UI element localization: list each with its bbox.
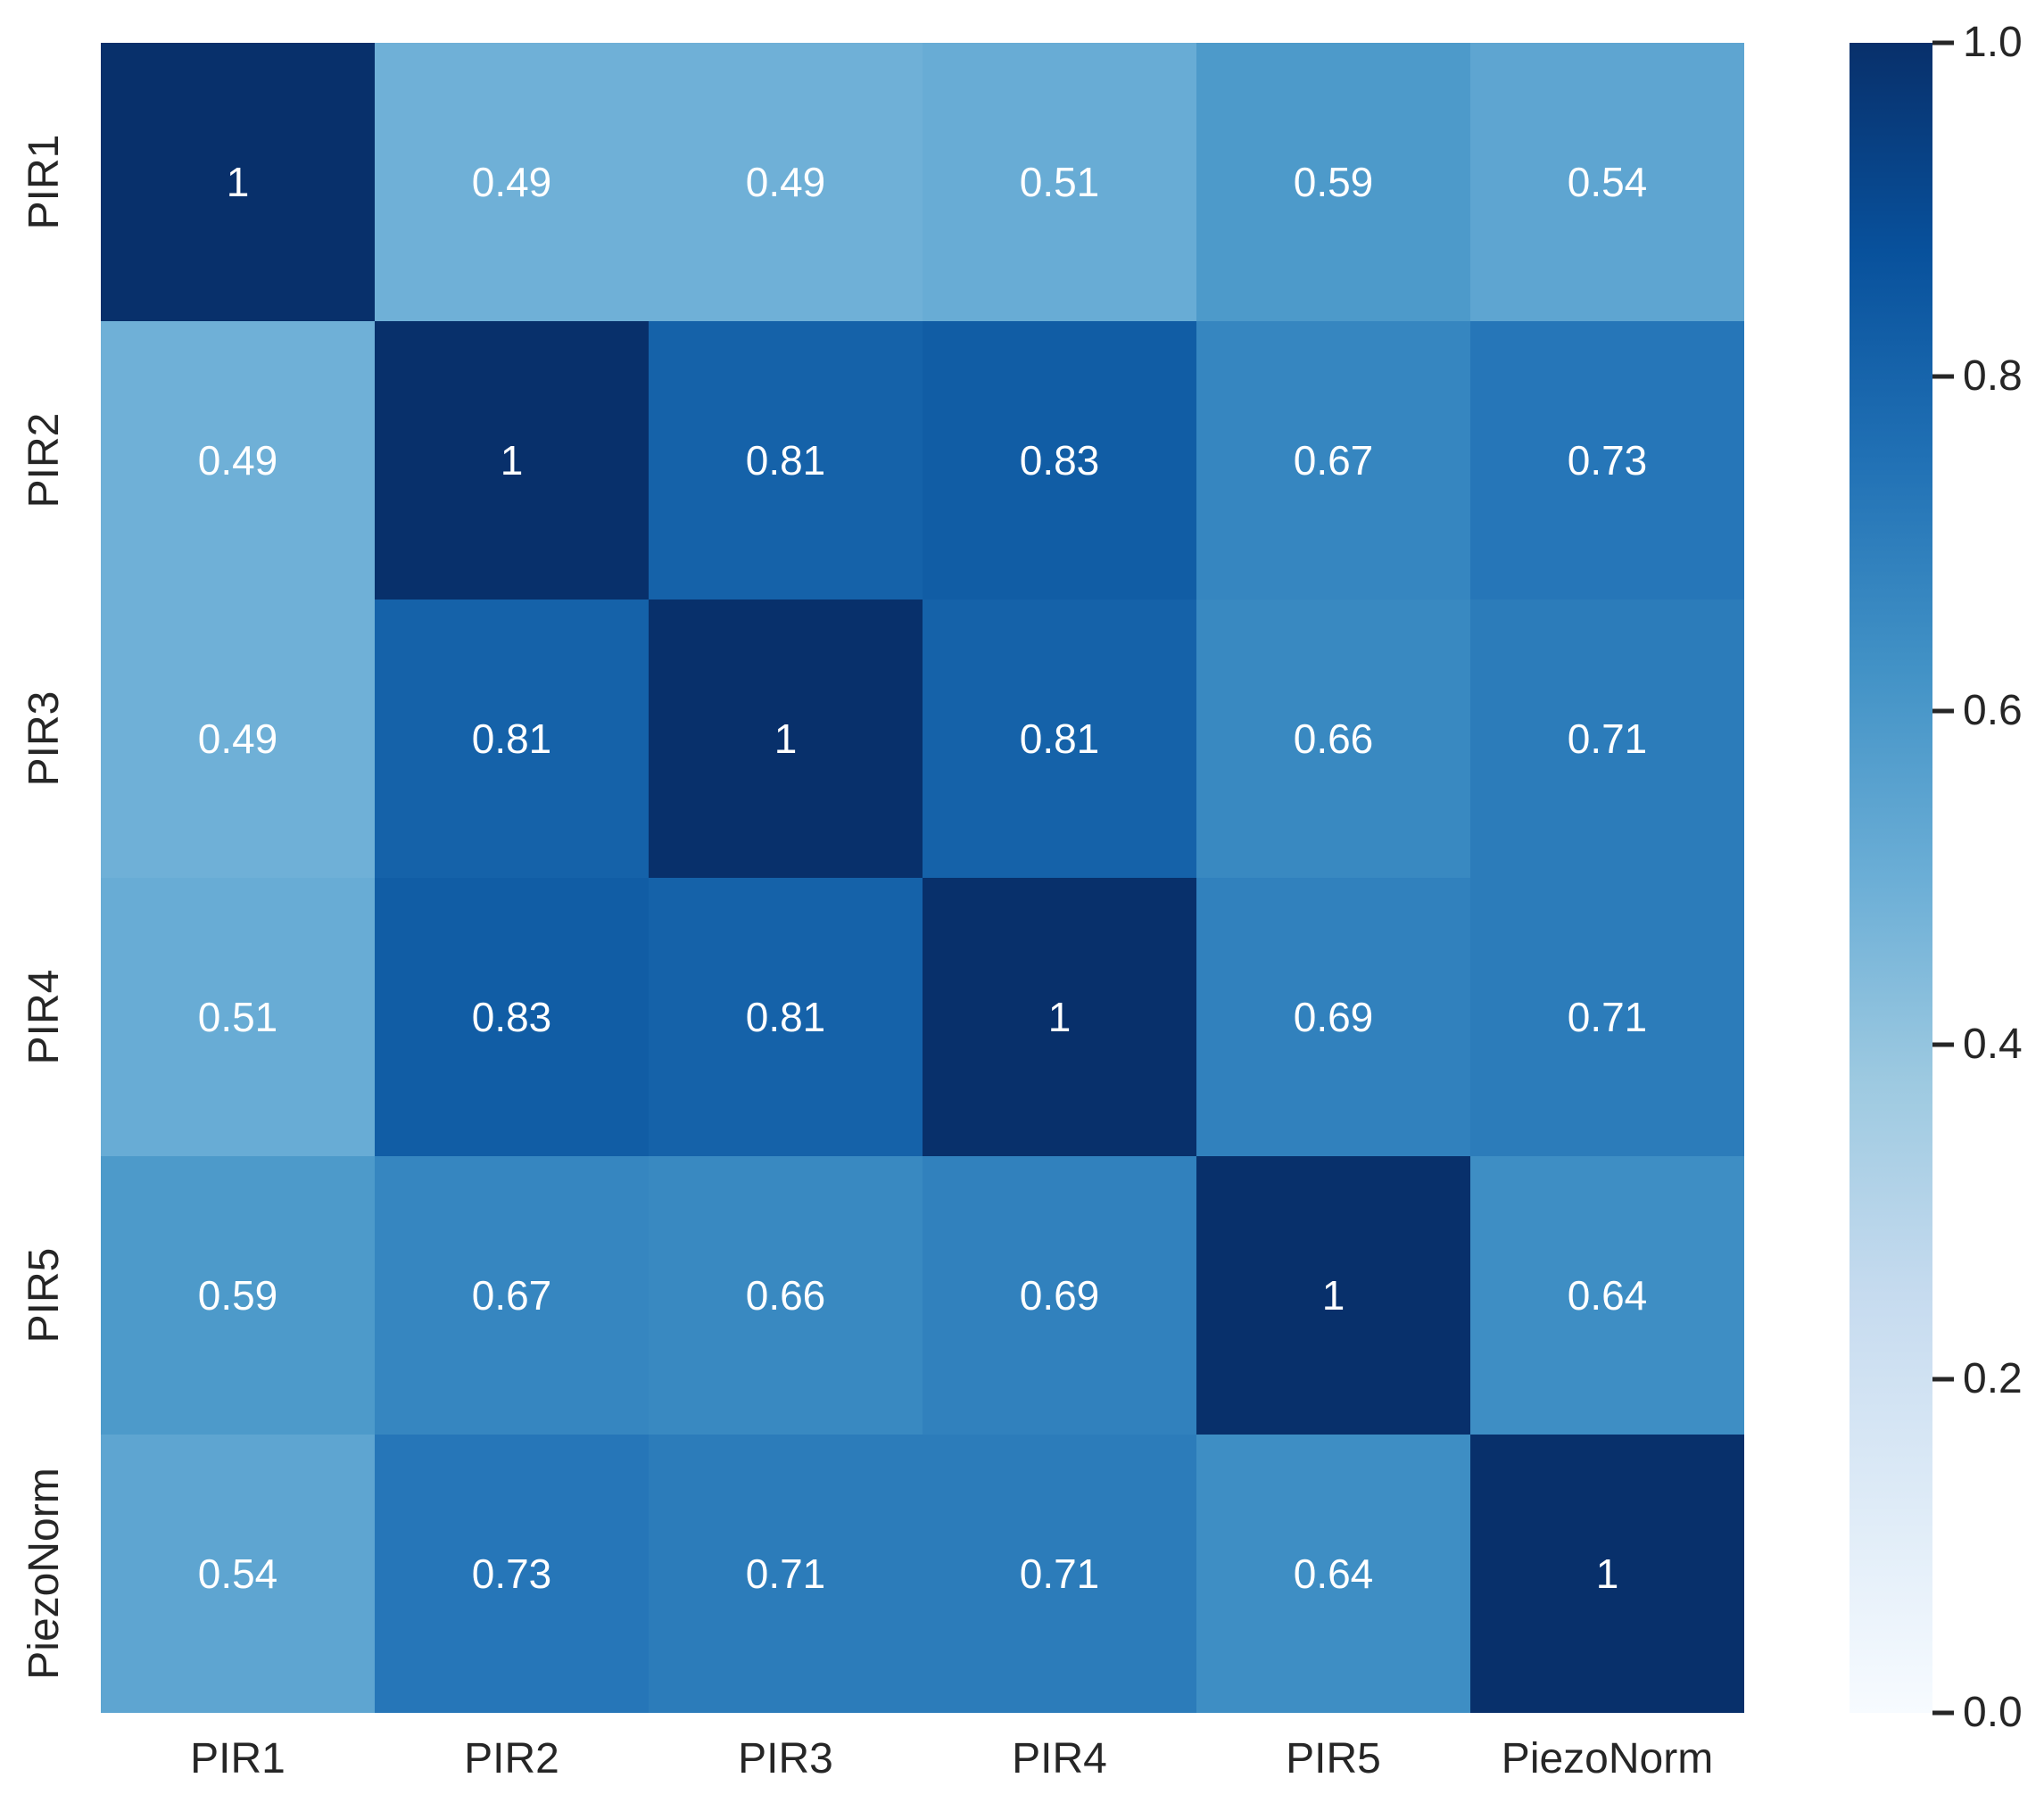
y-tick-label-PIR1: PIR1 [21, 134, 68, 230]
cell-value-label: 1 [500, 437, 524, 484]
cell-value-label: 0.49 [197, 715, 278, 762]
y-tick-label-PIR2: PIR2 [21, 412, 68, 509]
heatmap-cell-PIR3-PiezoNorm: 0.71 [1470, 600, 1744, 878]
cell-value-label: 0.67 [471, 1272, 552, 1319]
cell-value-label: 0.71 [745, 1551, 826, 1597]
heatmap-cell-PIR1-PIR3: 0.49 [649, 43, 923, 321]
y-tick-label-PIR4: PIR4 [21, 969, 68, 1065]
y-tick-label-PiezoNorm: PiezoNorm [21, 1468, 68, 1680]
heatmap-cell-PIR2-PIR2: 1 [375, 321, 649, 600]
cell-value-label: 0.49 [197, 437, 278, 484]
cell-value-label: 0.67 [1293, 437, 1374, 484]
heatmap-cell-PIR1-PIR5: 0.59 [1196, 43, 1470, 321]
colorbar-tick-label-1.0: 1.0 [1963, 19, 2023, 66]
colorbar-tick-mark-1.0 [1932, 40, 1954, 45]
cell-value-label: 1 [1047, 994, 1072, 1040]
cell-value-label: 0.54 [197, 1551, 278, 1597]
heatmap-cell-PIR1-PIR2: 0.49 [375, 43, 649, 321]
heatmap-cell-PIR5-PIR5: 1 [1196, 1156, 1470, 1435]
heatmap-cell-PIR4-PIR4: 1 [923, 878, 1196, 1156]
cell-value-label: 0.81 [745, 994, 826, 1040]
heatmap-cell-PIR2-PIR1: 0.49 [101, 321, 375, 600]
heatmap-cell-PIR5-PiezoNorm: 0.64 [1470, 1156, 1744, 1435]
heatmap-cell-PIR1-PiezoNorm: 0.54 [1470, 43, 1744, 321]
cell-value-label: 0.83 [1019, 437, 1100, 484]
heatmap-cell-PIR5-PIR3: 0.66 [649, 1156, 923, 1435]
cell-value-label: 0.59 [197, 1272, 278, 1319]
colorbar-tick-label-0.6: 0.6 [1963, 686, 2023, 734]
cell-value-label: 0.49 [471, 159, 552, 205]
heatmap-cell-PiezoNorm-PiezoNorm: 1 [1470, 1435, 1744, 1713]
cell-value-label: 0.73 [1567, 437, 1648, 484]
cell-value-label: 0.64 [1293, 1551, 1374, 1597]
colorbar-tick-mark-0.4 [1932, 1042, 1954, 1047]
cell-value-label: 1 [1321, 1272, 1345, 1319]
heatmap-cell-PiezoNorm-PIR4: 0.71 [923, 1435, 1196, 1713]
cell-value-label: 0.49 [745, 159, 826, 205]
cell-value-label: 0.69 [1019, 1272, 1100, 1319]
cell-value-label: 1 [226, 159, 250, 205]
colorbar [1850, 43, 1932, 1713]
heatmap-cell-PiezoNorm-PIR5: 0.64 [1196, 1435, 1470, 1713]
heatmap-cell-PIR3-PIR1: 0.49 [101, 600, 375, 878]
colorbar-tick-label-0.8: 0.8 [1963, 352, 2023, 401]
y-tick-label-PIR5: PIR5 [21, 1247, 68, 1344]
heatmap-grid: 1 0.49 0.49 0.51 0.59 0.54 0.49 1 0.81 0.83 0.67 0.… [101, 43, 1744, 1713]
x-tick-label-PIR3: PIR3 [738, 1735, 833, 1782]
cell-value-label: 0.81 [1019, 715, 1100, 762]
colorbar-tick-label-0.2: 0.2 [1963, 1354, 2023, 1402]
colorbar-tick-mark-0.0 [1932, 1710, 1954, 1716]
x-tick-label-PIR5: PIR5 [1286, 1735, 1381, 1782]
heatmap-cell-PIR4-PIR5: 0.69 [1196, 878, 1470, 1156]
cell-value-label: 0.64 [1567, 1272, 1648, 1319]
x-tick-label-PIR4: PIR4 [1012, 1735, 1107, 1782]
heatmap-cell-PIR2-PIR5: 0.67 [1196, 321, 1470, 600]
heatmap-cell-PIR5-PIR4: 0.69 [923, 1156, 1196, 1435]
y-tick-label-PIR3: PIR3 [21, 690, 68, 787]
heatmap-cell-PIR3-PIR4: 0.81 [923, 600, 1196, 878]
colorbar-tick-label-0.4: 0.4 [1963, 1021, 2023, 1069]
heatmap-cell-PIR2-PIR3: 0.81 [649, 321, 923, 600]
cell-value-label: 0.81 [471, 715, 552, 762]
cell-value-label: 1 [1595, 1551, 1619, 1597]
cell-value-label: 0.71 [1567, 715, 1648, 762]
heatmap-cell-PIR5-PIR2: 0.67 [375, 1156, 649, 1435]
heatmap-cell-PiezoNorm-PIR1: 0.54 [101, 1435, 375, 1713]
cell-value-label: 0.66 [745, 1272, 826, 1319]
colorbar-tick-mark-0.6 [1932, 708, 1954, 714]
heatmap-cell-PIR2-PiezoNorm: 0.73 [1470, 321, 1744, 600]
cell-value-label: 0.69 [1293, 994, 1374, 1040]
heatmap-cell-PIR2-PIR4: 0.83 [923, 321, 1196, 600]
cell-value-label: 0.71 [1019, 1551, 1100, 1597]
cell-value-label: 0.59 [1293, 159, 1374, 205]
heatmap-cell-PIR3-PIR2: 0.81 [375, 600, 649, 878]
heatmap-cell-PIR5-PIR1: 0.59 [101, 1156, 375, 1435]
cell-value-label: 0.66 [1293, 715, 1374, 762]
cell-value-label: 0.81 [745, 437, 826, 484]
cell-value-label: 0.51 [197, 994, 278, 1040]
colorbar-tick-label-0.0: 0.0 [1963, 1689, 2023, 1736]
x-tick-label-PIR1: PIR1 [190, 1735, 285, 1782]
heatmap-cell-PIR4-PIR1: 0.51 [101, 878, 375, 1156]
cell-value-label: 0.73 [471, 1551, 552, 1597]
cell-value-label: 0.51 [1019, 159, 1100, 205]
heatmap-cell-PiezoNorm-PIR3: 0.71 [649, 1435, 923, 1713]
heatmap-cell-PIR3-PIR5: 0.66 [1196, 600, 1470, 878]
cell-value-label: 0.54 [1567, 159, 1648, 205]
cell-value-label: 0.71 [1567, 994, 1648, 1040]
x-tick-label-PIR2: PIR2 [464, 1735, 559, 1782]
heatmap-cell-PIR1-PIR1: 1 [101, 43, 375, 321]
heatmap-cell-PiezoNorm-PIR2: 0.73 [375, 1435, 649, 1713]
heatmap-cell-PIR4-PIR2: 0.83 [375, 878, 649, 1156]
colorbar-tick-mark-0.8 [1932, 374, 1954, 379]
cell-value-label: 0.83 [471, 994, 552, 1040]
heatmap-cell-PIR4-PiezoNorm: 0.71 [1470, 878, 1744, 1156]
heatmap-cell-PIR1-PIR4: 0.51 [923, 43, 1196, 321]
cell-value-label: 1 [774, 715, 798, 762]
heatmap-cell-PIR3-PIR3: 1 [649, 600, 923, 878]
x-tick-label-PiezoNorm: PiezoNorm [1501, 1735, 1714, 1782]
colorbar-tick-mark-0.2 [1932, 1377, 1954, 1382]
heatmap-cell-PIR4-PIR3: 0.81 [649, 878, 923, 1156]
